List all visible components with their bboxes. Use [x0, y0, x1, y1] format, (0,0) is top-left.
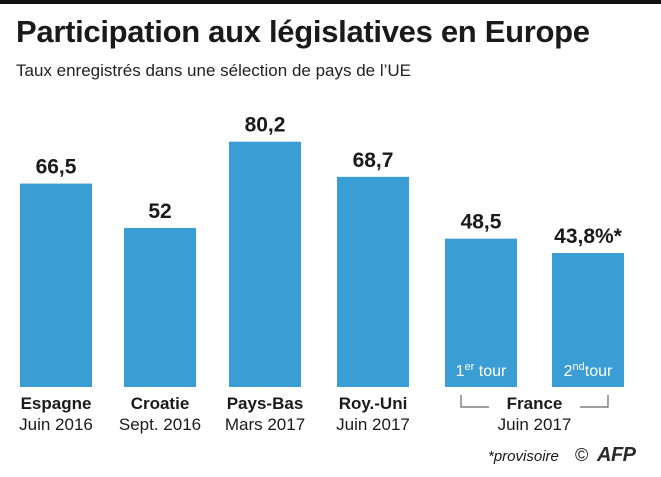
group-label: France — [507, 394, 563, 413]
bar-0 — [20, 183, 92, 387]
group-bracket-right — [580, 395, 609, 408]
chart-subtitle: Taux enregistrés dans une sélection de p… — [16, 61, 412, 80]
top-rule — [0, 0, 661, 4]
bar-4 — [445, 238, 517, 387]
value-label-0: 66,5 — [36, 156, 77, 179]
group-date: Juin 2017 — [498, 415, 572, 434]
category-label-0: Espagne — [21, 394, 92, 413]
category-date-0: Juin 2016 — [19, 415, 93, 434]
value-label-4: 48,5 — [461, 211, 502, 234]
value-label-3: 68,7 — [353, 149, 394, 172]
category-date-2: Mars 2017 — [225, 415, 305, 434]
inner-label-4: 1er tour — [456, 361, 507, 380]
category-date-1: Sept. 2016 — [119, 415, 201, 434]
group-bracket-left — [460, 395, 489, 408]
value-label-1: 52 — [148, 200, 171, 223]
bar-3 — [337, 176, 409, 387]
chart-title: Participation aux législatives en Europe — [16, 14, 590, 49]
value-label-2: 80,2 — [245, 114, 286, 137]
category-label-2: Pays-Bas — [227, 394, 304, 413]
category-label-1: Croatie — [131, 394, 190, 413]
footnote: *provisoire — [488, 448, 559, 465]
category-date-3: Juin 2017 — [336, 415, 410, 434]
afp-logo: AFP — [597, 444, 636, 466]
value-label-5: 43,8%* — [554, 225, 623, 248]
bar-5 — [552, 253, 624, 387]
bar-1 — [124, 227, 196, 387]
category-label-3: Roy.-Uni — [339, 394, 408, 413]
copyright-symbol: © — [575, 445, 589, 465]
bar-2 — [229, 141, 301, 387]
inner-label-5: 2ndtour — [564, 361, 613, 380]
